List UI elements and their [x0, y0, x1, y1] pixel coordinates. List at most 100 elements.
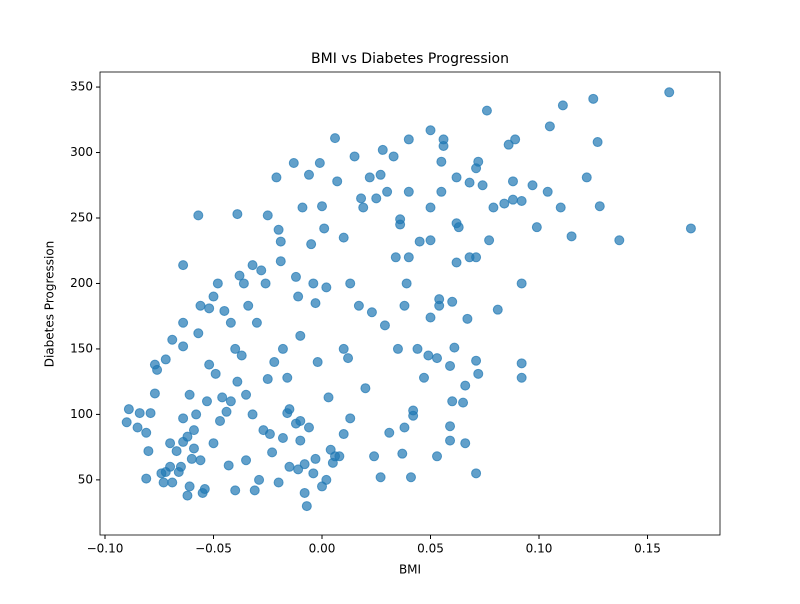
point [343, 353, 354, 364]
point [401, 278, 412, 289]
point [414, 236, 425, 247]
point [555, 202, 566, 213]
point [230, 485, 241, 496]
point [332, 176, 343, 187]
point [445, 421, 456, 432]
point [165, 461, 176, 472]
point [403, 134, 414, 145]
point [445, 435, 456, 446]
point [143, 446, 154, 457]
chart-title: BMI vs Diabetes Progression [311, 51, 509, 67]
point [338, 429, 349, 440]
point [436, 186, 447, 197]
point [195, 300, 206, 311]
point [499, 198, 510, 209]
point [284, 404, 295, 415]
point [477, 180, 488, 191]
point [193, 210, 204, 221]
point [481, 105, 492, 116]
point [178, 260, 189, 271]
point [319, 223, 330, 234]
point [349, 151, 360, 162]
point [436, 156, 447, 167]
point [262, 374, 273, 385]
point [460, 438, 471, 449]
point [542, 186, 553, 197]
point [254, 474, 265, 485]
point [338, 232, 349, 243]
point [275, 236, 286, 247]
point [399, 300, 410, 311]
y-tick-label: 200 [70, 276, 93, 290]
point [403, 186, 414, 197]
point [199, 484, 210, 495]
point [364, 172, 375, 183]
point [664, 87, 675, 98]
point [323, 392, 334, 403]
point [167, 477, 178, 488]
point [338, 343, 349, 354]
point [614, 235, 625, 246]
y-tick-label: 100 [70, 407, 93, 421]
x-tick-label: −0.05 [195, 542, 232, 556]
point [438, 134, 449, 145]
point [447, 296, 458, 307]
point [178, 317, 189, 328]
point [449, 342, 460, 353]
point [308, 468, 319, 479]
point [358, 202, 369, 213]
point [175, 461, 186, 472]
point [451, 257, 462, 268]
point [275, 256, 286, 267]
point [165, 438, 176, 449]
point [588, 93, 599, 104]
point [295, 435, 306, 446]
point [277, 432, 288, 443]
point [527, 180, 538, 191]
point [238, 278, 249, 289]
point [191, 409, 202, 420]
point [434, 300, 445, 311]
point [201, 396, 212, 407]
point [232, 376, 243, 387]
point [405, 472, 416, 483]
point [204, 359, 215, 370]
point [241, 389, 252, 400]
point [295, 330, 306, 341]
point [167, 334, 178, 345]
point [256, 265, 267, 276]
point [288, 158, 299, 169]
point [310, 453, 321, 464]
x-axis-label: BMI [399, 563, 421, 577]
point [273, 224, 284, 235]
point [464, 252, 475, 263]
point [260, 278, 271, 289]
point [314, 158, 325, 169]
point [503, 139, 514, 150]
point [330, 451, 341, 462]
point [379, 320, 390, 331]
point [392, 343, 403, 354]
point [544, 121, 555, 132]
point [141, 427, 152, 438]
point [178, 341, 189, 352]
point [210, 368, 221, 379]
point [516, 195, 527, 206]
point [464, 177, 475, 188]
point [234, 270, 245, 281]
point [273, 477, 284, 488]
point [284, 461, 295, 472]
point [303, 169, 314, 180]
point [471, 355, 482, 366]
point [267, 447, 278, 458]
point [221, 406, 232, 417]
point [249, 485, 260, 496]
point [507, 176, 518, 187]
point [425, 125, 436, 136]
plot-frame [99, 71, 721, 536]
point [293, 464, 304, 475]
x-tick-label: 0.00 [309, 542, 336, 556]
point [432, 353, 443, 364]
point [182, 431, 193, 442]
point [141, 473, 152, 484]
